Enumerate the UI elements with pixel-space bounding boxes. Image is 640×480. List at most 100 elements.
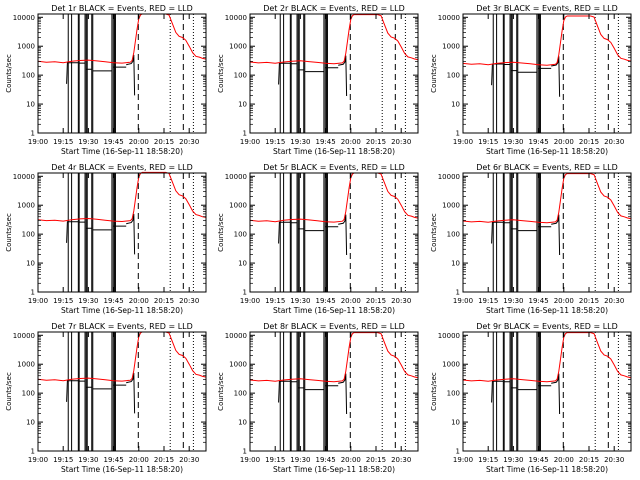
panel-title: Det 5r BLACK = Events, RED = LLD (263, 163, 405, 172)
x-tick-label: 20:30 (604, 138, 624, 146)
y-tick-label: 1000 (17, 43, 35, 51)
x-tick-label: 19:45 (316, 456, 336, 464)
plot-frame (462, 172, 632, 293)
x-tick-label: 20:15 (579, 456, 599, 464)
x-tick-label: 20:00 (341, 456, 361, 464)
y-tick-label: 100 (22, 72, 35, 80)
plot-frame (249, 172, 419, 293)
x-tick-label: 19:15 (53, 456, 73, 464)
y-tick-label: 10 (451, 419, 460, 427)
y-tick-label: 10 (26, 260, 35, 268)
x-axis-label: Start Time (16-Sep-11 18:58:20) (61, 147, 183, 156)
y-tick-label: 1000 (17, 361, 35, 369)
x-tick-label: 19:45 (316, 297, 336, 305)
y-tick-label: 1000 (229, 43, 247, 51)
y-tick-label: 100 (447, 231, 460, 239)
x-tick-label: 20:00 (341, 297, 361, 305)
y-tick-label: 1 (243, 289, 247, 297)
plot-frame (462, 13, 632, 134)
y-tick-label: 10 (26, 419, 35, 427)
x-tick-label: 19:30 (78, 456, 98, 464)
y-tick-label: 1 (31, 130, 35, 138)
panel-title: Det 9r BLACK = Events, RED = LLD (476, 322, 618, 331)
y-tick-label: 1000 (442, 202, 460, 210)
x-tick-label: 19:00 (453, 297, 473, 305)
panel-title: Det 6r BLACK = Events, RED = LLD (476, 163, 618, 172)
y-tick-label: 10000 (13, 173, 35, 181)
x-tick-label: 20:30 (179, 456, 199, 464)
x-tick-label: 20:30 (179, 138, 199, 146)
x-tick-label: 19:30 (78, 138, 98, 146)
y-tick-label: 10000 (225, 14, 247, 22)
lld-series-line (37, 13, 207, 64)
x-tick-label: 20:00 (554, 456, 574, 464)
x-tick-label: 19:15 (265, 138, 285, 146)
x-tick-label: 19:45 (316, 138, 336, 146)
x-tick-label: 19:30 (78, 297, 98, 305)
x-tick-label: 20:30 (391, 297, 411, 305)
y-axis-label: Counts/sec (217, 372, 225, 411)
y-axis-label: Counts/sec (5, 213, 13, 252)
x-tick-label: 19:15 (478, 297, 498, 305)
x-axis-label: Start Time (16-Sep-11 18:58:20) (273, 147, 395, 156)
events-series-line (491, 56, 561, 97)
x-tick-label: 20:15 (366, 297, 386, 305)
y-tick-label: 1 (31, 448, 35, 456)
x-tick-label: 19:00 (453, 138, 473, 146)
x-tick-label: 19:00 (453, 456, 473, 464)
x-tick-label: 20:00 (341, 138, 361, 146)
y-tick-label: 1000 (229, 202, 247, 210)
x-tick-label: 20:00 (129, 456, 149, 464)
y-tick-label: 10000 (438, 332, 460, 340)
y-tick-label: 100 (447, 72, 460, 80)
events-series-line (278, 55, 348, 97)
y-tick-label: 100 (22, 231, 35, 239)
y-tick-label: 100 (447, 390, 460, 398)
y-tick-label: 10000 (13, 332, 35, 340)
lld-series-line (462, 173, 632, 224)
x-tick-label: 19:00 (240, 297, 260, 305)
x-tick-label: 20:00 (129, 297, 149, 305)
lld-series-line (37, 171, 207, 223)
panel-title: Det 1r BLACK = Events, RED = LLD (51, 4, 193, 13)
x-tick-label: 19:00 (28, 138, 48, 146)
x-tick-label: 19:30 (290, 138, 310, 146)
x-tick-label: 20:15 (154, 297, 174, 305)
events-series-line (491, 373, 561, 415)
x-tick-label: 19:45 (104, 297, 124, 305)
events-series-line (66, 54, 136, 96)
panel-6: 19:00 19:15 19:30 19:45 20:00 20:15 20:30 1 10 10… (430, 163, 632, 315)
events-series-line (66, 213, 136, 255)
panel-title: Det 7r BLACK = Events, RED = LLD (51, 322, 193, 331)
y-tick-label: 1000 (17, 202, 35, 210)
y-tick-label: 100 (234, 231, 247, 239)
y-axis-label: Counts/sec (430, 372, 438, 411)
y-tick-label: 1000 (442, 43, 460, 51)
x-tick-label: 19:45 (529, 456, 549, 464)
plot-frame (37, 172, 207, 293)
y-tick-label: 100 (22, 390, 35, 398)
x-tick-label: 20:00 (129, 138, 149, 146)
x-tick-label: 19:45 (104, 138, 124, 146)
y-tick-label: 10 (238, 260, 247, 268)
x-tick-label: 19:15 (265, 297, 285, 305)
y-axis-label: Counts/sec (430, 213, 438, 252)
x-tick-label: 19:30 (290, 456, 310, 464)
lld-series-line (462, 332, 632, 383)
x-tick-label: 19:00 (240, 456, 260, 464)
x-axis-label: Start Time (16-Sep-11 18:58:20) (486, 465, 608, 474)
y-tick-label: 10 (26, 101, 35, 109)
x-tick-label: 19:30 (503, 138, 523, 146)
y-tick-label: 1 (456, 289, 460, 297)
y-tick-label: 100 (234, 390, 247, 398)
plot-frame (249, 331, 419, 452)
x-tick-label: 20:30 (391, 138, 411, 146)
y-tick-label: 10000 (225, 332, 247, 340)
y-tick-label: 1 (31, 289, 35, 297)
y-tick-label: 1 (456, 130, 460, 138)
x-tick-label: 19:45 (529, 297, 549, 305)
lld-series-line (249, 332, 419, 383)
y-tick-label: 1 (243, 130, 247, 138)
x-axis-label: Start Time (16-Sep-11 18:58:20) (61, 306, 183, 315)
